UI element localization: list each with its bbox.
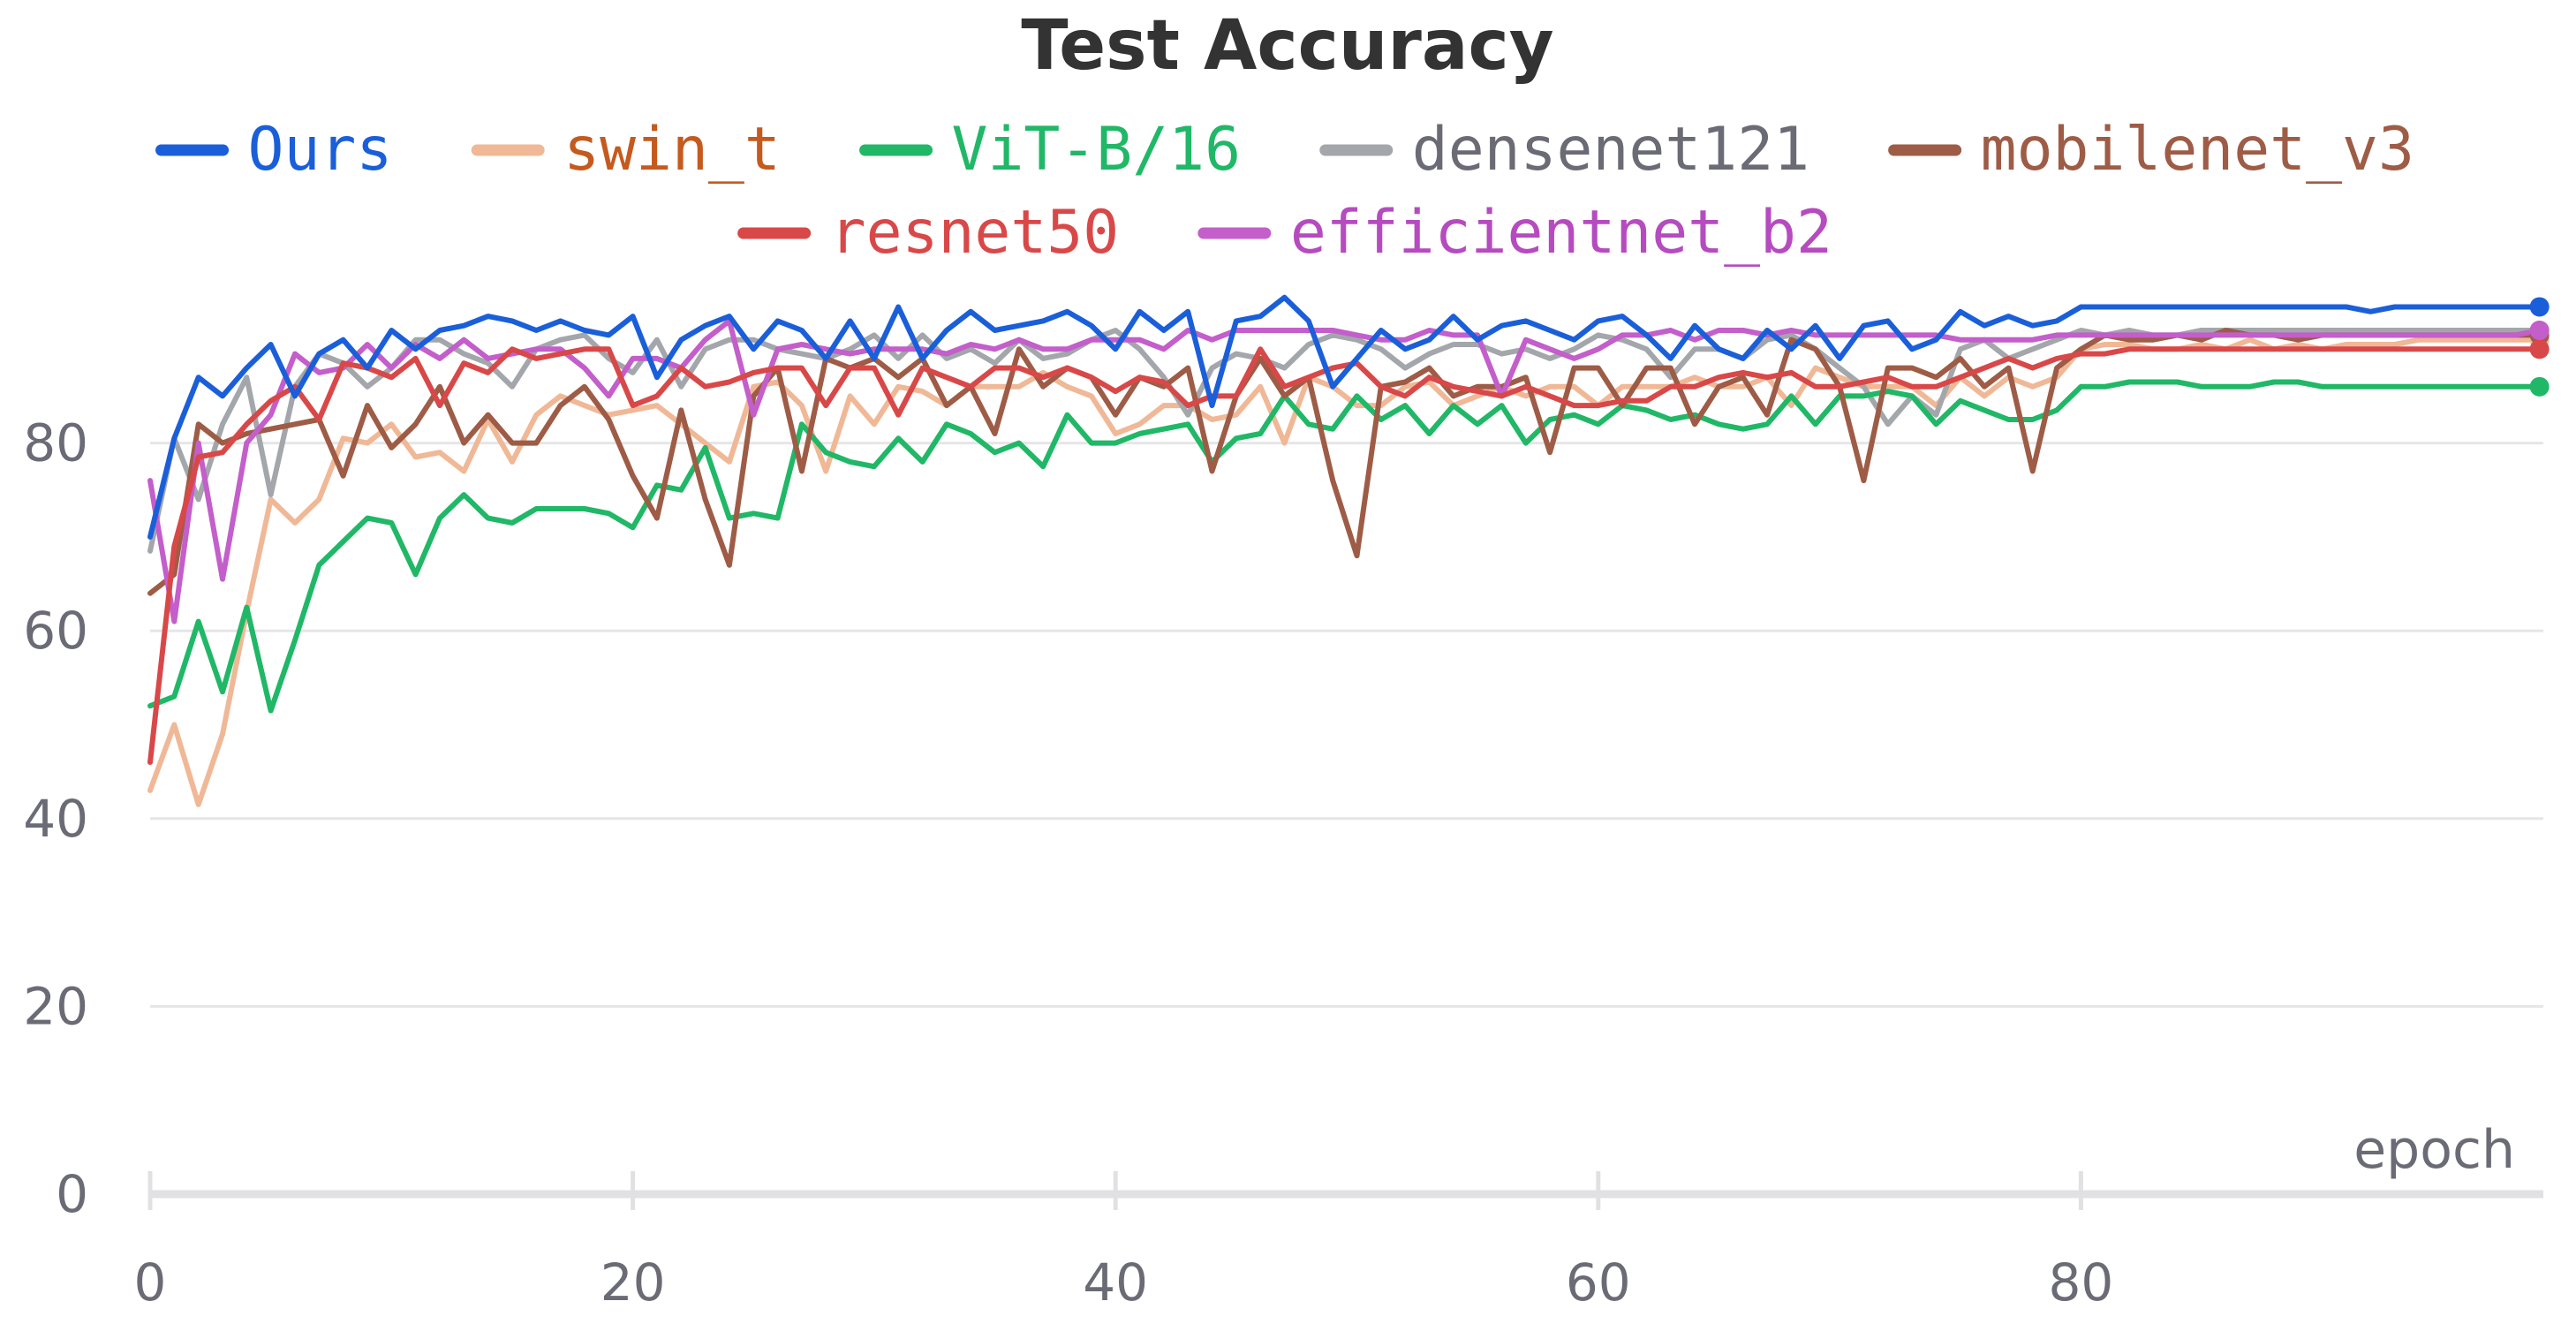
legend-label: ViT-B/16: [952, 115, 1242, 185]
legend-item-efficientnet-b2: efficientnet_b2: [1197, 198, 1832, 268]
y-tick-label: 40: [23, 789, 88, 849]
legend-item-vit-b-16: ViT-B/16: [859, 115, 1242, 185]
y-tick-label: 0: [56, 1164, 88, 1224]
series-line-efficientnet-b2: [147, 318, 2542, 624]
legend-item-resnet50: resnet50: [737, 198, 1120, 268]
x-axis-label: epoch: [2353, 1119, 2515, 1181]
x-axis: 0 20 40 60 80: [134, 1171, 2543, 1313]
series-end-dot-ours: [2529, 297, 2550, 317]
y-tick-label: 80: [23, 413, 88, 473]
x-tick-label: 0: [134, 1252, 167, 1313]
x-tick-label: 80: [2048, 1252, 2113, 1313]
chart-title: Test Accuracy: [1021, 6, 1553, 86]
series-end-dot-resnet50: [2529, 339, 2550, 359]
legend-label: Ours: [248, 115, 393, 185]
y-tick-label: 20: [23, 976, 88, 1036]
y-axis-ticks: 0 20 40 60 80: [23, 413, 88, 1224]
legend-item-swin-t: swin_t: [471, 115, 781, 185]
series-lines: [147, 294, 2542, 807]
series-line-mobilenet-v3: [147, 328, 2542, 596]
x-tick-label: 20: [601, 1252, 666, 1313]
series-end-dot-vit-b-16: [2529, 376, 2550, 397]
legend-label: densenet121: [1412, 115, 1809, 185]
legend-item-ours: Ours: [155, 115, 393, 185]
series-line-vit-b-16: [147, 379, 2542, 714]
legend-label: efficientnet_b2: [1290, 198, 1832, 268]
legend-label: mobilenet_v3: [1981, 115, 2414, 185]
legend: Ours swin_t ViT-B/16 densenet121 mobilenet_v…: [155, 115, 2414, 268]
legend-item-densenet121: densenet121: [1319, 115, 1809, 185]
gridlines: [150, 442, 2543, 1008]
legend-label: resnet50: [830, 198, 1120, 268]
series-end-dot-efficientnet-b2: [2529, 321, 2550, 341]
legend-label: swin_t: [563, 115, 781, 185]
x-tick-label: 40: [1083, 1252, 1148, 1313]
legend-item-mobilenet-v3: mobilenet_v3: [1888, 115, 2414, 185]
series-line-ours: [147, 294, 2542, 540]
x-tick-label: 60: [1566, 1252, 1631, 1313]
y-tick-label: 60: [23, 601, 88, 661]
series-end-markers: [2529, 297, 2550, 397]
series-line-resnet50: [147, 346, 2542, 765]
